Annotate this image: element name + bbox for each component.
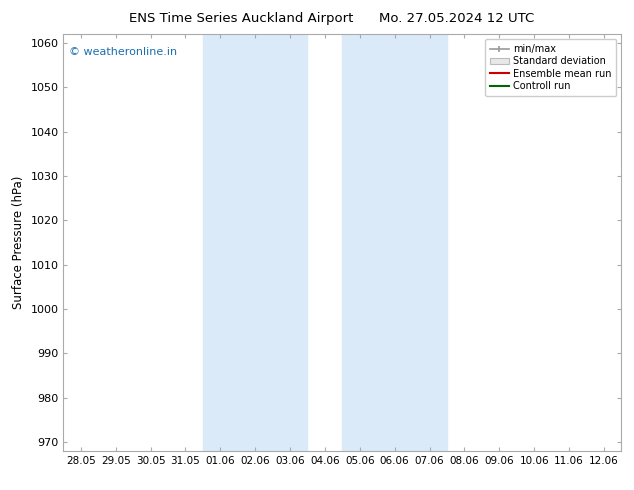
- Text: Mo. 27.05.2024 12 UTC: Mo. 27.05.2024 12 UTC: [379, 12, 534, 25]
- Text: © weatheronline.in: © weatheronline.in: [69, 47, 177, 57]
- Text: ENS Time Series Auckland Airport: ENS Time Series Auckland Airport: [129, 12, 353, 25]
- Y-axis label: Surface Pressure (hPa): Surface Pressure (hPa): [12, 176, 25, 309]
- Bar: [342, 34, 447, 451]
- Bar: [203, 34, 307, 451]
- Legend: min/max, Standard deviation, Ensemble mean run, Controll run: min/max, Standard deviation, Ensemble me…: [485, 39, 616, 96]
